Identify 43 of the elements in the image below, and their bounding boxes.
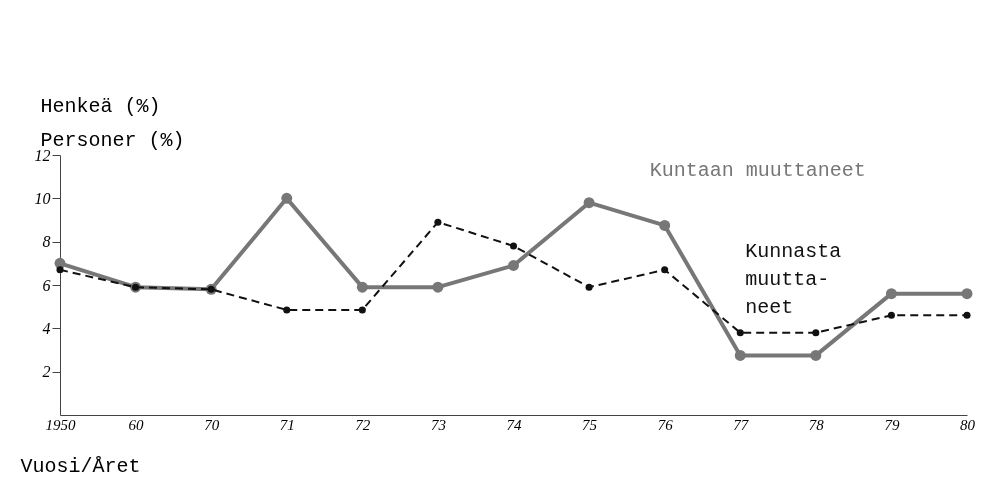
y-tick-label: 2 — [42, 363, 51, 381]
point — [887, 311, 895, 319]
point — [509, 242, 518, 250]
y-tick-label: 4 — [42, 319, 51, 337]
point — [56, 266, 64, 274]
point — [434, 218, 442, 226]
point — [508, 260, 519, 271]
x-tick-label: 71 — [279, 416, 295, 433]
series-label: Kunnasta muutta- neet — [745, 239, 842, 319]
point — [583, 197, 595, 209]
y-tick-label: 6 — [42, 276, 51, 294]
x-tick-label: 60 — [128, 416, 145, 433]
point — [432, 281, 444, 293]
point — [281, 192, 293, 204]
point — [358, 306, 366, 314]
point — [356, 281, 368, 293]
point — [659, 219, 671, 231]
point — [736, 329, 744, 337]
y-tick-label: 10 — [34, 189, 51, 207]
x-tick-label: 75 — [582, 416, 598, 433]
y-tick-label: 12 — [34, 146, 51, 164]
point — [961, 288, 973, 300]
x-tick-label: 70 — [204, 416, 220, 433]
point — [585, 283, 593, 291]
point — [810, 349, 822, 361]
x-axis-title: Vuosi/Året — [20, 454, 141, 478]
point — [885, 288, 897, 300]
x-tick-label: 72 — [355, 416, 371, 433]
x-tick-label: 76 — [657, 416, 674, 433]
x-tick-label: 80 — [960, 416, 976, 433]
point — [661, 266, 669, 274]
x-tick-label: 73 — [430, 416, 446, 433]
x-tick-label: 1950 — [45, 416, 76, 433]
point — [283, 306, 291, 314]
x-tick-label: 78 — [808, 416, 825, 433]
series-label: Kuntaan muuttaneet — [649, 159, 866, 183]
point — [734, 349, 746, 361]
x-tick-label: 79 — [884, 416, 900, 433]
point — [812, 329, 820, 337]
x-tick-label: 74 — [506, 416, 522, 433]
point — [963, 311, 971, 319]
x-tick-label: 77 — [733, 416, 750, 433]
y-tick-label: 8 — [42, 233, 51, 251]
